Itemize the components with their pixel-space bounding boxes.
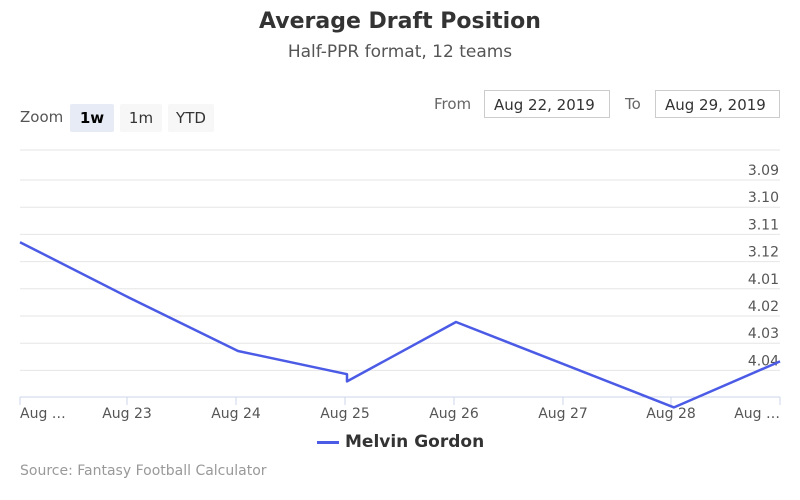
x-tick-label: Aug 26 [429,406,479,422]
y-tick-label: 3.10 [748,190,779,206]
x-tick-label: Aug 24 [211,406,261,422]
y-tick-label: 4.01 [748,272,779,288]
x-tick-label: Aug 25 [320,406,370,422]
zoom-1w-button[interactable]: 1w [70,104,114,132]
legend-line-icon [317,440,339,444]
range-to-label: To [625,95,641,113]
x-tick-label: Aug 23 [102,406,152,422]
y-tick-label: 3.11 [748,217,779,233]
zoom-label: Zoom [20,108,64,126]
legend-item-melvin-gordon[interactable]: Melvin Gordon [317,431,484,453]
zoom-1m-button[interactable]: 1m [120,104,162,132]
x-tick-label: Aug … [20,406,66,422]
x-tick-label: Aug … [734,406,780,422]
x-tick-label: Aug 27 [538,406,588,422]
range-from-input[interactable]: Aug 22, 2019 [484,90,610,118]
y-tick-label: 4.02 [748,299,779,315]
y-axis-labels: 3.09 3.10 3.11 3.12 4.01 4.02 4.03 4.04 [748,163,779,369]
legend-label: Melvin Gordon [345,432,485,452]
y-tick-label: 4.03 [748,326,779,342]
range-to-input[interactable]: Aug 29, 2019 [655,90,780,118]
y-tick-label: 3.09 [748,163,779,179]
x-tick-label: Aug 28 [646,406,696,422]
source-credit: Source: Fantasy Football Calculator [20,463,267,479]
range-from-label: From [434,95,472,113]
grid-lines [20,149,780,371]
x-axis: Aug … Aug 23 Aug 24 Aug 25 Aug 26 Aug 27 Aug 2… [19,396,781,422]
y-tick-label: 3.12 [748,245,779,261]
series-line-melvin-gordon [19,241,781,409]
y-tick-label: 4.04 [748,353,779,369]
series-layer [19,241,781,409]
chart-subtitle: Half-PPR format, 12 teams [287,42,513,62]
zoom-ytd-button[interactable]: YTD [168,104,214,132]
chart-title: Average Draft Position [259,9,541,34]
